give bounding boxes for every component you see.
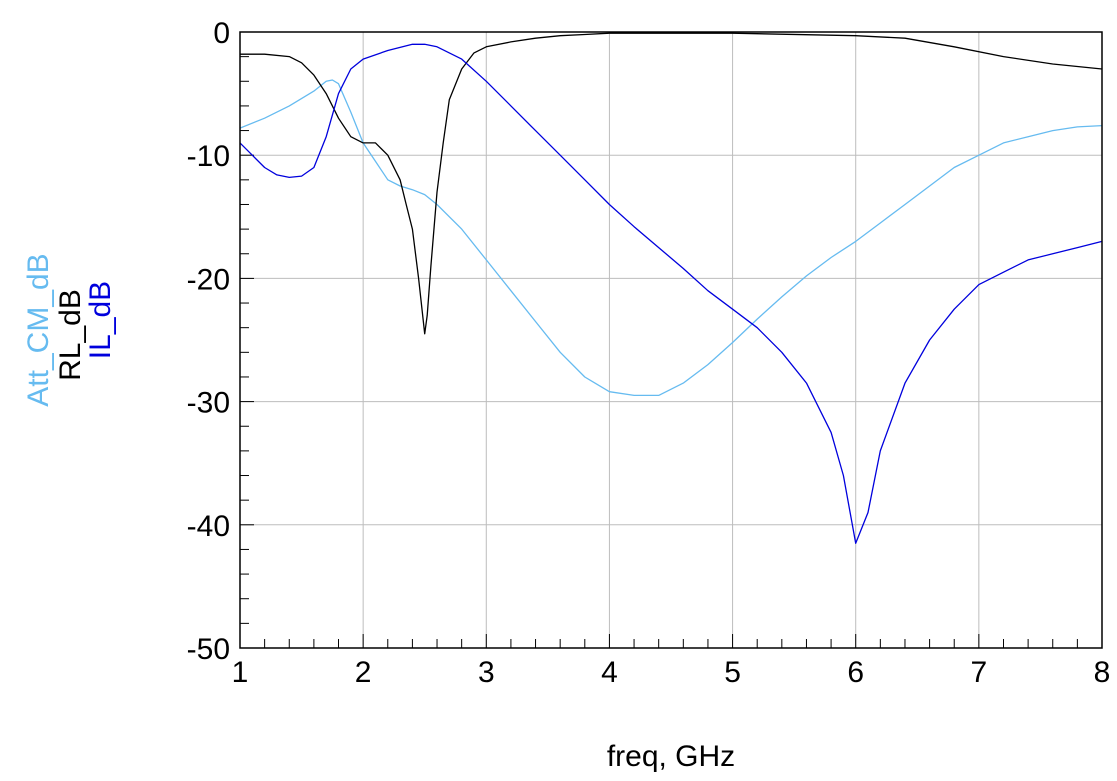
x-tick-label: 5: [724, 656, 741, 689]
x-tick-label: 3: [478, 656, 495, 689]
x-tick-label: 4: [601, 656, 618, 689]
y-tick-label: 0: [213, 17, 230, 50]
y-tick-label: -10: [187, 140, 230, 173]
x-tick-label: 6: [847, 656, 864, 689]
y-axis-label: IL_dB: [84, 281, 117, 359]
x-tick-label: 8: [1094, 656, 1111, 689]
minor-ticks: [239, 31, 1103, 649]
y-tick-label: -40: [187, 510, 230, 543]
x-tick-label: 1: [232, 656, 249, 689]
y-tick-label: -50: [187, 633, 230, 666]
y-axis-label: Att_CM_dB: [22, 253, 55, 406]
y-axis-label: RL_dB: [54, 289, 87, 381]
plot-frame: [239, 31, 1103, 649]
x-tick-label: 2: [355, 656, 372, 689]
series-line-rl-db: [240, 32, 1103, 335]
series-line-il-db: [239, 43, 1103, 544]
x-tick-label: 7: [971, 656, 988, 689]
x-tick-labels: 1 2 3 4 5 6 7 8: [232, 656, 1111, 689]
y-tick-label: -30: [187, 387, 230, 420]
series-layer: [239, 32, 1103, 544]
series-line-att-cm-db: [239, 79, 1103, 397]
y-tick-label: -20: [187, 263, 230, 296]
y-tick-labels: 0 -10 -20 -30 -40 -50: [187, 17, 230, 666]
grid-lines: [240, 32, 1102, 648]
x-axis-label: freq, GHz: [607, 740, 735, 773]
